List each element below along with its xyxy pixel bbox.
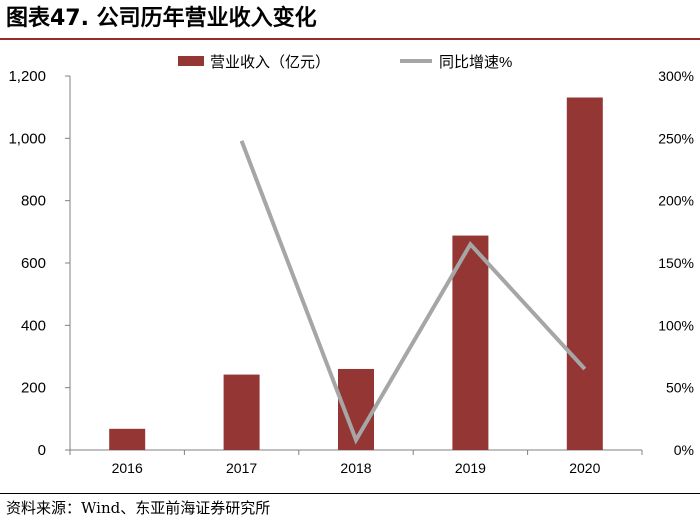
y-tick-label-left: 1,000 bbox=[8, 130, 46, 147]
legend-label-revenue: 营业收入（亿元） bbox=[210, 54, 330, 71]
x-tick-label: 2016 bbox=[112, 460, 143, 476]
x-tick-label: 2020 bbox=[569, 460, 600, 476]
bar-2020 bbox=[566, 97, 603, 450]
bar-2019 bbox=[452, 235, 489, 450]
y-tick-label-left: 200 bbox=[21, 380, 46, 397]
y-tick-label-left: 400 bbox=[21, 317, 46, 334]
chart-legend: 营业收入（亿元） 同比增速% bbox=[178, 54, 512, 71]
y-tick-label-left: 600 bbox=[21, 255, 46, 272]
source-note: 资料来源：Wind、东亚前海证券研究所 bbox=[6, 499, 271, 517]
x-tick-label: 2018 bbox=[340, 460, 371, 476]
y-tick-label-right: 100% bbox=[658, 317, 694, 333]
y-tick-label-right: 250% bbox=[658, 130, 694, 146]
bar-2016 bbox=[109, 428, 146, 450]
y-tick-label-right: 150% bbox=[658, 255, 694, 271]
bar-2017 bbox=[223, 374, 260, 450]
source-rule bbox=[0, 493, 700, 494]
line-series bbox=[239, 140, 587, 445]
y-tick-label-left: 800 bbox=[21, 193, 46, 210]
title-rule bbox=[0, 38, 700, 40]
bar-series bbox=[109, 97, 603, 450]
y-tick-label-right: 300% bbox=[658, 68, 694, 84]
legend-label-growth: 同比增速% bbox=[439, 54, 512, 71]
legend-swatch-revenue bbox=[178, 56, 204, 66]
revenue-chart: 0 200 400 600 800 1,000 1,200 0% 50% 100% 150% 200%… bbox=[8, 54, 694, 476]
y-tick-label-right: 0% bbox=[674, 442, 694, 458]
figure-title: 图表47. 公司历年营业收入变化 bbox=[6, 6, 317, 31]
x-tick-label: 2017 bbox=[226, 460, 257, 476]
y-tick-label-left: 0 bbox=[38, 442, 46, 459]
y-tick-label-right: 200% bbox=[658, 193, 694, 209]
y-tick-label-left: 1,200 bbox=[8, 68, 46, 85]
x-tick-label: 2019 bbox=[455, 460, 486, 476]
growth-line bbox=[239, 140, 587, 445]
y-tick-label-right: 50% bbox=[666, 380, 694, 396]
